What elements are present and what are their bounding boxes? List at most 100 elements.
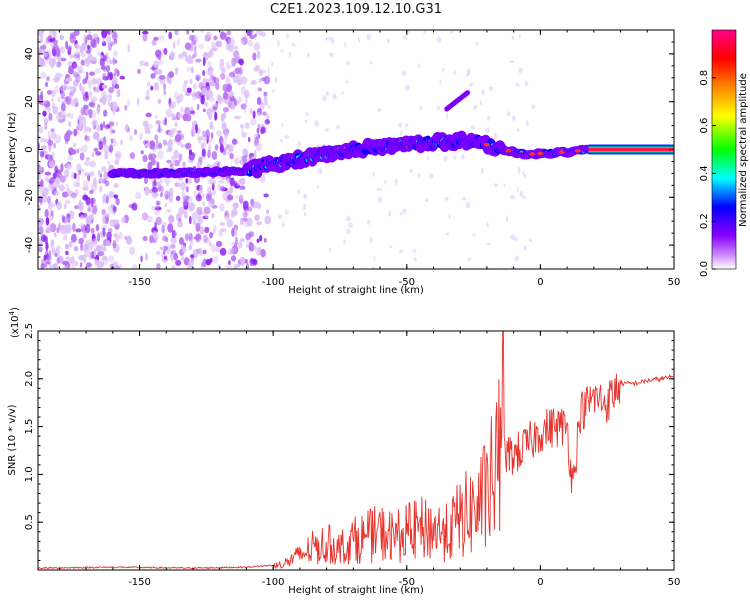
heatmap-noise-cell — [77, 200, 83, 210]
heatmap-noise-cell — [193, 190, 197, 198]
heatmap-noise-cell — [215, 40, 222, 48]
heatmap-noise-cell — [245, 232, 252, 241]
heatmap-noise-cell — [328, 247, 332, 252]
heatmap-noise-cell — [208, 145, 211, 152]
heatmap-noise-cell — [60, 90, 65, 100]
heatmap-noise-cell — [74, 43, 80, 49]
heatmap-noise-cell — [105, 195, 109, 205]
heatmap-noise-cell — [249, 30, 254, 34]
heatmap-ridge — [107, 90, 674, 179]
heatmap-noise-cell — [102, 255, 108, 261]
heatmap-noise-cell — [82, 180, 89, 188]
heatmap-noise-cell — [38, 204, 41, 213]
heatmap-noise-cell — [127, 127, 130, 133]
heatmap-noise-cell — [505, 215, 509, 223]
heatmap-noise-cell — [107, 204, 114, 214]
heatmap-noise-cell — [426, 156, 430, 160]
heatmap-noise-cell — [73, 245, 79, 252]
colorbar-ticks: 0.0 0.2 0.4 0.6 0.8 — [699, 70, 716, 277]
heatmap-noise-cell — [164, 202, 167, 208]
heatmap-noise-cell — [168, 71, 175, 79]
heatmap-noise-cell — [179, 181, 186, 191]
heatmap-noise-cell — [202, 249, 207, 255]
heatmap-noise-cell — [115, 234, 120, 243]
heatmap-noise-cell — [105, 39, 112, 45]
heatmap-noise-cell — [406, 30, 410, 33]
heatmap-noise-cell — [41, 145, 47, 150]
heatmap-noise-cell — [173, 149, 179, 159]
heatmap-noise-cell — [372, 266, 376, 269]
heatmap-noise-cell — [51, 151, 55, 159]
heatmap-noise-cell — [516, 127, 520, 132]
heatmap-noise-cell — [219, 58, 225, 67]
heatmap-noise-cell — [93, 248, 97, 258]
heatmap-noise-cell — [199, 184, 204, 195]
heatmap-noise-cell — [189, 78, 193, 85]
heatmap-noise-cell — [255, 30, 263, 35]
heatmap-noise-cell — [322, 95, 327, 102]
heatmap-noise-cell — [49, 223, 57, 233]
heatmap-noise-cell — [169, 163, 174, 168]
heatmap-noise-cell — [165, 108, 172, 118]
heatmap-noise-cell — [486, 115, 491, 121]
heatmap-noise-cell — [80, 214, 85, 220]
heatmap-noise-cell — [256, 50, 261, 60]
heatmap-noise-cell — [102, 84, 107, 89]
heatmap-noise-cell — [153, 180, 157, 186]
heatmap-noise-cell — [166, 159, 172, 164]
heatmap-noise-cell — [510, 194, 515, 200]
bottom-y-tick-label: 2.5 — [24, 323, 35, 339]
heatmap-noise-cell — [445, 232, 450, 236]
heatmap-noise-cell — [325, 37, 328, 41]
heatmap-noise-cell — [528, 238, 532, 242]
bottom-x-tick-label: 50 — [668, 577, 681, 588]
heatmap-noise-cell — [73, 53, 80, 59]
heatmap-noise-cell — [179, 237, 185, 245]
heatmap-noise-cell — [76, 148, 80, 154]
heatmap-noise-cell — [203, 206, 211, 215]
heatmap-noise-cell — [185, 195, 190, 200]
heatmap-noise-cell — [257, 202, 262, 210]
heatmap-noise-cell — [74, 205, 80, 210]
heatmap-noise-cell — [239, 196, 243, 201]
heatmap-noise-cell — [73, 142, 77, 148]
heatmap-noise-cell — [195, 194, 202, 202]
heatmap-noise-cell — [329, 52, 334, 58]
heatmap-noise-cell — [165, 194, 169, 200]
heatmap-noise-cell — [263, 91, 268, 97]
heatmap-noise-cell — [50, 58, 57, 65]
heatmap-noise-cell — [174, 159, 180, 167]
heatmap-noise-cell — [47, 183, 53, 192]
heatmap-noise-cell — [230, 247, 237, 255]
heatmap-noise-cell — [196, 75, 200, 82]
heatmap-noise-cell — [219, 222, 226, 226]
heatmap-noise-cell — [50, 89, 56, 98]
heatmap-noise-cell — [38, 246, 43, 253]
heatmap-noise-cell — [189, 254, 195, 259]
heatmap-noise-cell — [173, 252, 178, 261]
heatmap-noise-cell — [52, 172, 57, 179]
heatmap-ridge-peak — [505, 149, 512, 153]
heatmap-noise-cell — [49, 216, 53, 222]
heatmap-noise-cell — [224, 210, 229, 217]
heatmap-noise-cell — [179, 210, 185, 214]
heatmap-noise-cell — [42, 99, 47, 105]
heatmap-noise-cell — [55, 47, 61, 57]
heatmap-noise-cell — [405, 84, 410, 91]
heatmap-noise-cell — [249, 107, 253, 114]
heatmap-noise-cell — [175, 195, 181, 201]
heatmap-noise-cell — [267, 66, 270, 74]
heatmap-noise-cell — [115, 197, 120, 206]
heatmap-noise-cell — [70, 149, 77, 155]
heatmap-noise-cell — [242, 200, 249, 210]
heatmap-noise-cell — [59, 84, 67, 92]
heatmap-noise-cell — [159, 178, 163, 184]
heatmap-noise-cell — [46, 76, 50, 82]
heatmap-noise-cell — [460, 154, 465, 160]
heatmap-noise-cell — [332, 93, 337, 100]
heatmap-noise-cell — [126, 99, 130, 107]
heatmap-noise-cell — [174, 67, 178, 76]
heatmap-noise-cell — [56, 201, 62, 210]
heatmap-noise-cell — [108, 86, 114, 94]
heatmap-noise-cell — [317, 167, 323, 175]
